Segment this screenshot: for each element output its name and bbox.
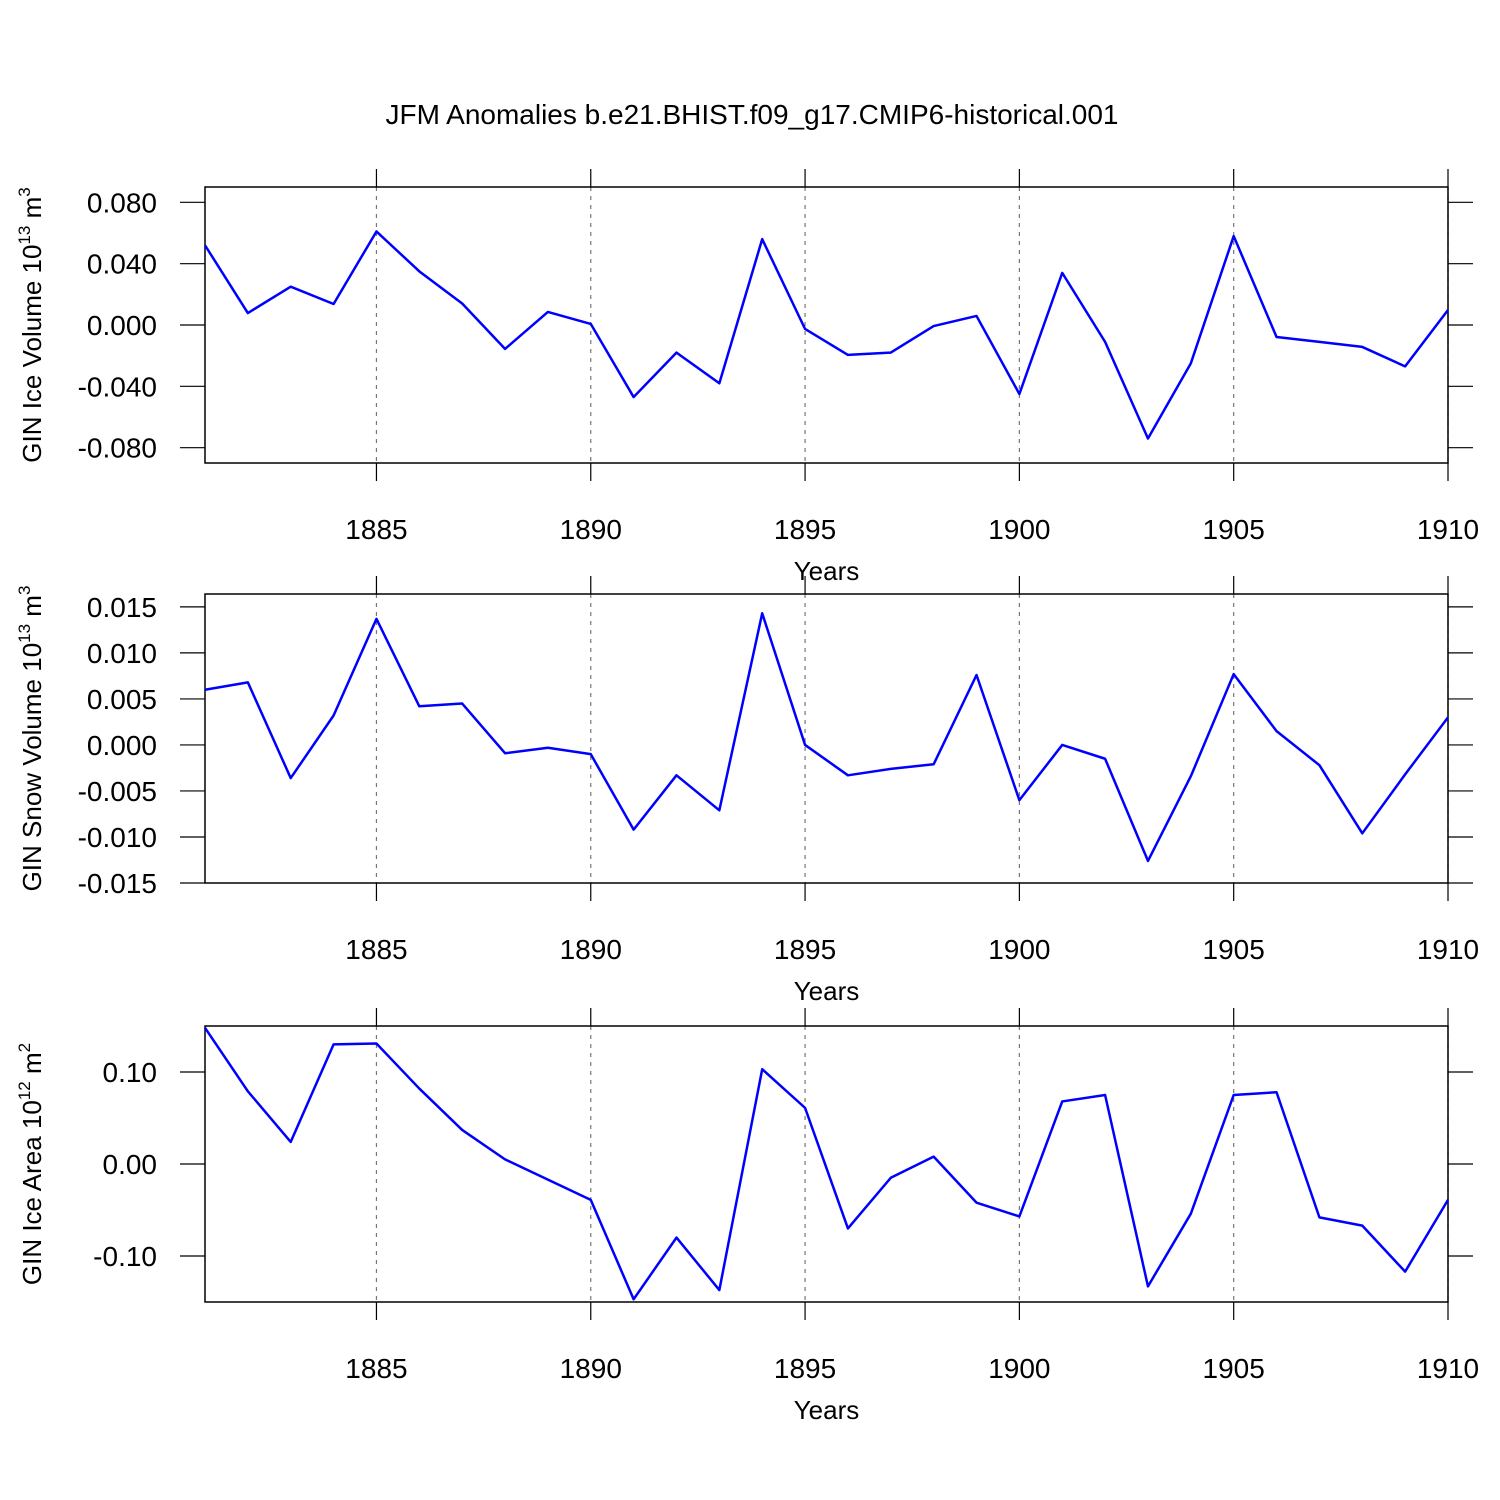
plot-frame <box>204 593 1449 884</box>
x-tick-label: 1885 <box>345 514 407 545</box>
figure-title: JFM Anomalies b.e21.BHIST.f09_g17.CMIP6-… <box>385 99 1118 130</box>
x-tick-label: 1895 <box>774 514 836 545</box>
x-axis-title: Years <box>794 1395 860 1425</box>
y-tick-label: 0.000 <box>87 310 157 341</box>
x-tick-label: 1895 <box>774 934 836 965</box>
y-tick-label: 0.010 <box>87 638 157 669</box>
x-tick-label: 1900 <box>988 1353 1050 1384</box>
y-axis-title-unit-exponent: 3 <box>15 187 34 196</box>
x-tick-label: 1885 <box>345 934 407 965</box>
x-tick-label: 1910 <box>1417 1353 1479 1384</box>
x-tick-label: 1890 <box>560 514 622 545</box>
y-axis-title-unit: m <box>17 197 47 226</box>
y-tick-label: 0.040 <box>87 249 157 280</box>
y-axis-title-exponent: 13 <box>15 226 34 245</box>
y-tick-label: -0.080 <box>78 433 157 464</box>
x-tick-label: 1890 <box>560 934 622 965</box>
y-axis-title-text: GIN Ice Area 10 <box>17 1100 47 1285</box>
data-line <box>203 1027 1450 1301</box>
x-tick-label: 1905 <box>1203 1353 1265 1384</box>
y-axis-title: GIN Snow Volume 1013 m3 <box>15 586 47 892</box>
y-tick-label: -0.010 <box>78 822 157 853</box>
y-tick-label: -0.040 <box>78 371 157 402</box>
y-axis-title: GIN Ice Volume 1013 m3 <box>15 187 47 463</box>
y-tick-label: -0.005 <box>78 776 157 807</box>
x-tick-label: 1900 <box>988 514 1050 545</box>
x-tick-label: 1885 <box>345 1353 407 1384</box>
x-tick-label: 1910 <box>1417 934 1479 965</box>
x-tick-label: 1910 <box>1417 514 1479 545</box>
y-axis-title-unit: m <box>17 1052 47 1081</box>
data-line <box>204 612 1449 863</box>
x-tick-label: 1900 <box>988 934 1050 965</box>
x-axis-title: Years <box>794 976 860 1006</box>
y-axis-title-exponent: 12 <box>15 1081 34 1100</box>
y-axis-title: GIN Ice Area 1012 m2 <box>15 1043 47 1285</box>
x-tick-label: 1890 <box>560 1353 622 1384</box>
y-tick-label: -0.015 <box>78 868 157 899</box>
y-tick-label: 0.00 <box>103 1149 158 1180</box>
x-axis-title: Years <box>794 556 860 586</box>
y-axis-title-exponent: 13 <box>15 624 34 643</box>
x-tick-label: 1895 <box>774 1353 836 1384</box>
y-tick-label: 0.005 <box>87 684 157 715</box>
y-tick-label: 0.080 <box>87 187 157 218</box>
y-axis-title-text: GIN Ice Volume 10 <box>17 245 47 463</box>
x-tick-label: 1905 <box>1203 934 1265 965</box>
y-tick-label: 0.015 <box>87 592 157 623</box>
y-axis-title-text: GIN Snow Volume 10 <box>17 643 47 892</box>
y-tick-label: 0.000 <box>87 730 157 761</box>
x-tick-label: 1905 <box>1203 514 1265 545</box>
y-axis-title-unit-exponent: 3 <box>15 586 34 595</box>
data-line <box>203 230 1449 440</box>
y-tick-label: -0.10 <box>93 1241 157 1272</box>
y-axis-title-unit-exponent: 2 <box>15 1043 34 1052</box>
y-tick-label: 0.10 <box>103 1057 158 1088</box>
y-axis-title-unit: m <box>17 595 47 624</box>
